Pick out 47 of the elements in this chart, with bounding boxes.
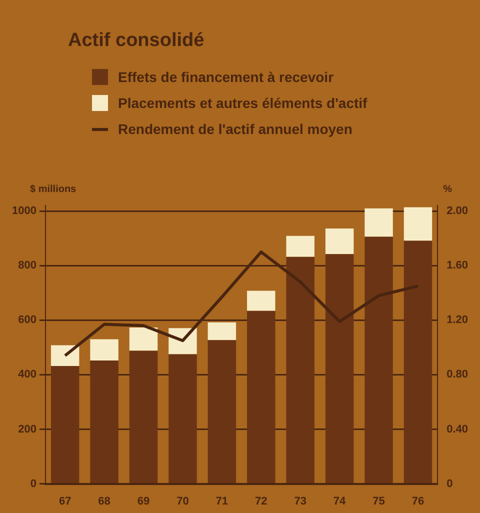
y2-tick-label: 0.40 [446, 423, 468, 436]
bar [208, 322, 236, 340]
chart-title: Actif consolidé [68, 30, 204, 52]
bar [168, 354, 197, 484]
bar [364, 236, 393, 484]
y-tick-label: 1000 [12, 205, 36, 218]
x-tick-label: 76 [412, 495, 424, 508]
x-tick-label: 70 [176, 495, 189, 508]
y2-tick-label: 0 [446, 478, 453, 490]
y-tick-label: 200 [18, 423, 36, 436]
legend-label: Placements et autres éléments d'actif [118, 95, 368, 111]
y-tick-label: 0 [30, 478, 36, 490]
legend-label: Rendement de l'actif annuel moyen [118, 121, 352, 137]
x-tick-label: 68 [98, 495, 110, 508]
y2-tick-label: 0.80 [446, 368, 468, 381]
y-tick-label: 800 [18, 260, 36, 272]
y2-tick-label: 1.20 [446, 314, 468, 326]
legend-label: Effets de financement à recevoir [118, 69, 334, 85]
bar [129, 350, 158, 484]
x-tick-label: 72 [255, 495, 268, 508]
bar [129, 328, 158, 351]
bar [50, 366, 80, 484]
x-tick-label: 75 [372, 495, 385, 508]
x-tick-label: 67 [58, 495, 72, 508]
bar [325, 228, 354, 254]
y2-tick-label: 2.00 [446, 205, 468, 218]
x-tick-label: 73 [294, 495, 306, 508]
bar [364, 208, 393, 237]
bar [247, 310, 276, 484]
x-tick-label: 71 [216, 495, 228, 508]
bar [286, 256, 314, 484]
bar [208, 340, 236, 484]
x-tick-label: 69 [137, 495, 150, 508]
bar [247, 290, 276, 311]
bar [90, 360, 118, 484]
x-tick-label: 74 [333, 495, 347, 508]
bar [50, 345, 80, 366]
y-tick-label: 600 [18, 314, 36, 326]
y-tick-label: 400 [18, 368, 36, 381]
bar [404, 240, 432, 484]
y-axis-title: $ millions [30, 184, 76, 195]
bar [90, 339, 118, 361]
bar [286, 236, 314, 257]
y2-axis-title: % [443, 184, 452, 195]
bar [404, 207, 432, 241]
y2-tick-label: 1.60 [446, 260, 468, 272]
bar [325, 254, 354, 484]
